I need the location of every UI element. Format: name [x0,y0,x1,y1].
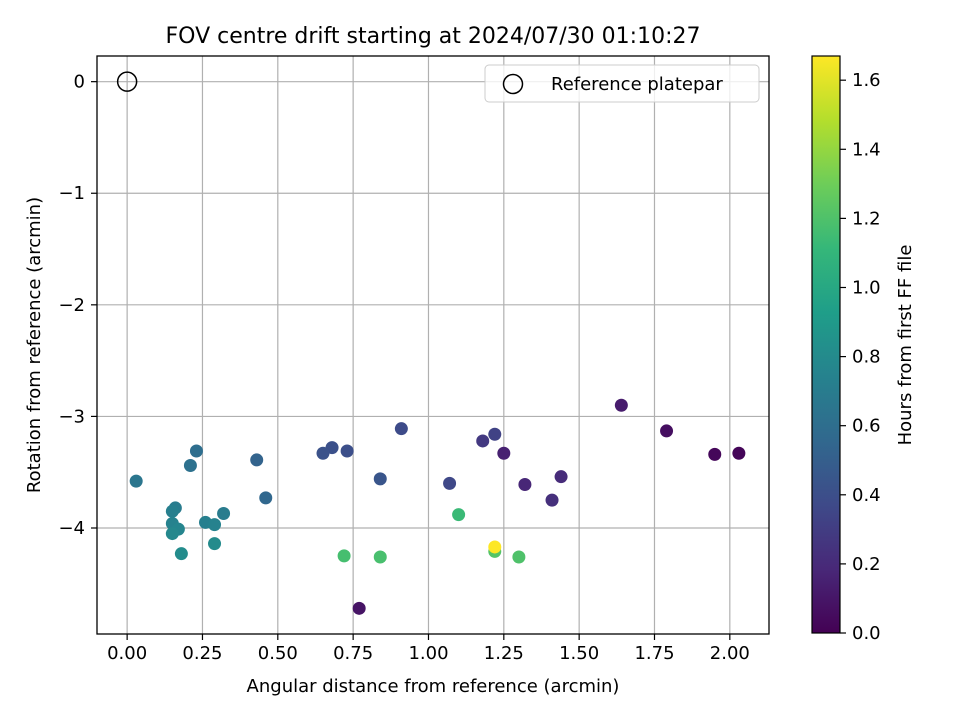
x-tick-label: 1.75 [634,643,674,664]
colorbar-tick-label: 0.0 [852,623,881,644]
colorbar-tick-label: 1.4 [852,139,881,160]
data-point [129,474,143,488]
y-axis-ticks: 0 −1 −2 −3 −4 [58,72,97,539]
data-point [497,446,511,460]
plot-area [96,55,770,635]
x-tick-label: 0.00 [107,643,147,664]
y-axis-label: Rotation from reference (arcmin) [24,197,45,493]
x-tick-label: 2.00 [710,643,750,664]
colorbar-label: Hours from first FF file [895,245,916,446]
y-tick-label: −3 [58,406,85,427]
data-point [554,470,568,484]
x-tick-label: 1.50 [559,643,599,664]
legend-reference-label: Reference platepar [551,74,723,95]
data-point [189,444,203,458]
data-point [518,477,532,491]
chart-title: FOV centre drift starting at 2024/07/30 … [166,24,701,49]
legend: Reference platepar [484,64,760,103]
data-point [660,424,674,438]
colorbar-tick-label: 0.6 [852,416,881,437]
data-point [443,476,457,490]
data-point [208,518,222,532]
data-point [165,527,179,541]
y-tick-label: −4 [58,518,85,539]
data-point [708,447,722,461]
data-point [732,446,746,460]
colorbar-ticks: 0.0 0.2 0.4 0.6 0.8 1.0 1.2 1.4 1.6 [840,70,881,644]
reference-point-marker [116,71,138,92]
data-point [373,550,387,564]
x-axis-ticks: 0.00 0.25 0.50 0.75 1.00 1.25 1.50 1.75 2.00 [107,634,750,664]
data-point [217,506,231,520]
colorbar-tick-label: 1.0 [852,277,881,298]
x-tick-label: 0.75 [333,643,373,664]
colorbar-tick-label: 1.6 [852,70,881,91]
x-axis-label: Angular distance from reference (arcmin) [247,676,620,697]
data-point [488,427,502,441]
colorbar-tick-label: 1.2 [852,208,881,229]
data-point [340,444,354,458]
data-point [259,491,273,505]
data-point [316,446,330,460]
data-point [337,549,351,563]
data-point [352,601,366,615]
grid [97,56,769,634]
colorbar-tick-label: 0.8 [852,347,881,368]
y-tick-label: −1 [58,183,85,204]
data-point [614,398,628,412]
data-point [545,493,559,507]
data-points [116,71,746,615]
y-tick-label: −2 [58,295,85,316]
x-tick-label: 1.25 [484,643,524,664]
colorbar-gradient [812,56,840,633]
data-point [512,550,526,564]
data-point [183,459,197,473]
data-point [476,434,490,448]
legend-box [484,64,760,103]
colorbar-tick-label: 0.4 [852,485,881,506]
colorbar-frame [811,55,841,634]
data-point [452,508,466,522]
legend-reference-marker [502,73,524,95]
x-tick-label: 0.25 [182,643,222,664]
colorbar-tick-label: 0.2 [852,554,881,575]
y-tick-label: 0 [74,72,85,93]
data-point [165,504,179,518]
colorbar: 0.0 0.2 0.4 0.6 0.8 1.0 1.2 1.4 1.6 Hours from f… [811,55,916,644]
x-tick-label: 0.50 [258,643,298,664]
data-point [174,547,188,561]
data-point [488,540,502,554]
data-point [373,472,387,486]
data-point [250,453,264,467]
data-point [394,422,408,436]
x-tick-label: 1.00 [408,643,448,664]
data-point [208,537,222,551]
